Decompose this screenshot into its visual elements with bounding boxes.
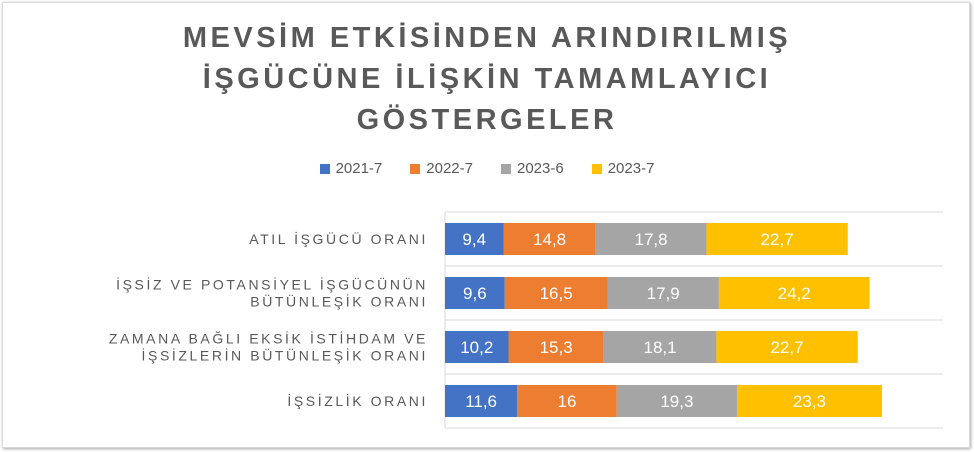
category-label-line: İŞSİZLİK ORANI <box>287 392 428 409</box>
bar-2022-7 <box>508 331 604 363</box>
legend-item-2023-6: 2023-6 <box>501 160 564 177</box>
legend-label-2021-7: 2021-7 <box>335 160 383 177</box>
data-label-2021-7: 11,6 <box>465 392 497 411</box>
bar-2022-7 <box>504 277 608 309</box>
category-label-line: İŞSİZ VE POTANSİYEL İŞGÜCÜNÜN <box>116 276 428 293</box>
category-label: ZAMANA BAĞLI EKSİK İSTİHDAM VE İŞSİZLERİN… <box>109 330 428 364</box>
bar-2023-7 <box>718 277 870 309</box>
bar-2023-6 <box>616 385 737 417</box>
data-label-2023-6: 17,8 <box>635 230 668 249</box>
legend-item-2021-7: 2021-7 <box>319 160 383 177</box>
chart-title-line-1: MEVSİM ETKİSİNDEN ARINDIRILMIŞ <box>182 22 792 54</box>
chart-title-line-3: GÖSTERGELER <box>356 104 618 136</box>
chart-title: MEVSİM ETKİSİNDEN ARINDIRILMIŞ İŞGÜCÜNE … <box>0 18 974 141</box>
data-label-2023-6: 17,9 <box>647 284 680 303</box>
bar-2021-7 <box>445 223 504 255</box>
category-label-line: ATIL İŞGÜCÜ ORANI <box>249 230 428 247</box>
bar-2021-7 <box>445 277 505 309</box>
legend-swatch-2022-7 <box>410 163 421 174</box>
chart-legend: 2021-7 2022-7 2023-6 2023-7 <box>0 160 974 177</box>
legend-label-2023-7: 2023-7 <box>607 160 655 177</box>
data-label-2023-7: 24,2 <box>778 284 811 303</box>
data-label-2023-7: 22,7 <box>761 230 794 249</box>
bar-2023-7 <box>706 223 848 255</box>
data-label-2021-7: 9,4 <box>462 230 486 249</box>
data-label-2022-7: 16 <box>558 392 577 411</box>
bar-2023-7 <box>716 331 858 363</box>
bar-2023-6 <box>607 277 719 309</box>
legend-item-2022-7: 2022-7 <box>410 160 473 177</box>
category-label: ATIL İŞGÜCÜ ORANI <box>249 230 428 247</box>
bar-2023-6 <box>603 331 717 363</box>
legend-item-2023-7: 2023-7 <box>591 160 655 177</box>
data-label-2023-7: 22,7 <box>771 338 804 357</box>
data-label-2022-7: 16,5 <box>540 284 573 303</box>
bar-2023-6 <box>595 223 707 255</box>
legend-swatch-2023-6 <box>501 163 511 174</box>
data-label-2023-6: 18,1 <box>644 338 677 357</box>
category-label-line: İŞSİZLERİN BÜTÜNLEŞİK ORANI <box>142 347 428 364</box>
legend-swatch-2023-7 <box>591 163 602 174</box>
legend-label-2022-7: 2022-7 <box>426 160 473 177</box>
bar-2022-7 <box>517 385 617 417</box>
legend-swatch-2021-7 <box>319 163 330 174</box>
data-label-2022-7: 14,8 <box>533 230 566 249</box>
bar-2021-7 <box>445 331 509 363</box>
data-label-2021-7: 10,2 <box>460 338 493 357</box>
category-label-line: BÜTÜNLEŞİK ORANI <box>250 293 428 310</box>
bar-2022-7 <box>503 223 596 255</box>
category-label: İŞSİZLİK ORANI <box>287 392 428 409</box>
legend-label-2023-6: 2023-6 <box>517 160 564 177</box>
category-label: İŞSİZ VE POTANSİYEL İŞGÜCÜNÜN BÜTÜNLEŞİK … <box>116 276 428 310</box>
data-label-2022-7: 15,3 <box>540 338 573 357</box>
category-label-line: ZAMANA BAĞLI EKSİK İSTİHDAM VE <box>109 330 428 347</box>
data-label-2023-6: 19,3 <box>660 392 693 411</box>
data-label-2021-7: 9,6 <box>463 284 487 303</box>
data-label-2023-7: 23,3 <box>793 392 826 411</box>
bar-2023-7 <box>736 385 882 417</box>
chart-title-line-2: İŞGÜCÜNE İLİŞKİN TAMAMLAYICI <box>202 63 772 95</box>
bar-2021-7 <box>445 385 518 417</box>
